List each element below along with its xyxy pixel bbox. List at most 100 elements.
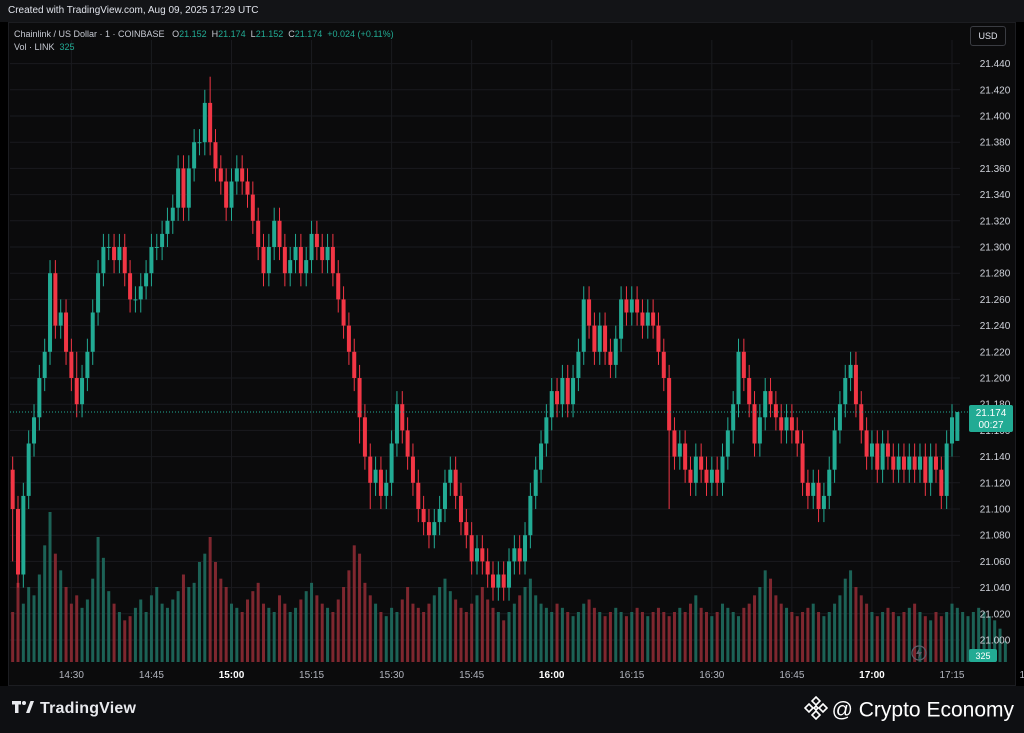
volume-bar <box>827 612 831 662</box>
candle-body <box>923 456 928 483</box>
candle-body <box>218 168 223 182</box>
candle-body <box>683 443 688 470</box>
candle-body <box>117 247 122 261</box>
candle-body <box>955 412 960 441</box>
volume-bar <box>843 578 847 662</box>
volume-bar <box>939 616 943 662</box>
candlestick-chart[interactable]: 21.440 21.420 21.400 21.380 21.360 21.340 21.3… <box>0 0 1024 686</box>
high-value: 21.174 <box>218 29 246 39</box>
volume-bar <box>977 607 981 662</box>
volume-badge-value: 325 <box>975 651 990 661</box>
candle-body <box>90 312 95 352</box>
candle-body <box>416 482 421 509</box>
currency-button[interactable]: USD <box>970 26 1006 46</box>
candle-body <box>565 378 570 405</box>
volume-bar <box>459 607 463 662</box>
replay-icon[interactable] <box>911 645 927 661</box>
volume-bar <box>240 612 244 662</box>
volume-bar <box>315 595 319 662</box>
candle-body <box>517 548 522 562</box>
volume-bar <box>993 620 997 662</box>
candle-body <box>677 443 682 457</box>
candle-body <box>949 417 954 444</box>
time-tick-label: 15:00 <box>219 670 245 681</box>
volume-bar <box>107 591 111 662</box>
low-value: 21.152 <box>255 29 284 39</box>
candle-body <box>720 456 725 483</box>
volume-bar <box>982 612 986 662</box>
volume-bar <box>715 612 719 662</box>
volume-bar <box>822 616 826 662</box>
volume-bar <box>160 603 164 662</box>
volume-bar <box>251 591 255 662</box>
volume-bar <box>817 612 821 662</box>
candle-body <box>800 443 805 483</box>
candle-body <box>458 495 463 523</box>
candle-body <box>491 574 496 588</box>
volume-bar <box>795 616 799 662</box>
candle-body <box>346 325 351 352</box>
candle-body <box>715 469 720 483</box>
candle-body <box>571 378 576 405</box>
volume-label: Vol · LINK <box>14 42 55 52</box>
candle-body <box>603 325 608 352</box>
volume-bar <box>1003 641 1007 662</box>
candle-body <box>613 338 618 365</box>
candle-body <box>21 495 26 575</box>
volume-bar <box>448 591 452 662</box>
candle-body <box>768 391 773 405</box>
volume-bar <box>774 595 778 662</box>
candle-body <box>928 456 933 483</box>
candle-body <box>336 273 341 300</box>
volume-bar <box>731 612 735 662</box>
candle-body <box>64 312 69 352</box>
candle-body <box>885 443 890 457</box>
candle-body <box>587 299 592 326</box>
candle-body <box>186 168 191 208</box>
volume-bar <box>395 612 399 662</box>
candle-body <box>426 522 431 536</box>
time-tick-label: 14:30 <box>59 670 84 681</box>
volume-bar <box>139 599 143 662</box>
volume-bar <box>262 603 266 662</box>
chart-panel <box>8 22 1016 686</box>
volume-bar <box>368 595 372 662</box>
candle-body <box>362 417 367 457</box>
candle-body <box>773 404 778 418</box>
volume-bar <box>454 599 458 662</box>
volume-bar <box>133 607 137 662</box>
volume-bar <box>112 603 116 662</box>
volume-bar <box>833 603 837 662</box>
candle-body <box>795 430 800 444</box>
candle-body <box>421 509 426 523</box>
candle-body <box>314 233 319 247</box>
price-badge: 21.174 00:27 <box>969 405 1013 432</box>
volume-bar <box>923 616 927 662</box>
time-tick-label: 15:30 <box>379 670 404 681</box>
volume-bar <box>763 570 767 662</box>
volume-bar <box>197 562 201 662</box>
candle-body <box>485 561 490 575</box>
price-axis: 21.440 21.420 21.400 21.380 21.360 21.340 21.3… <box>980 59 1011 646</box>
volume-bar <box>336 599 340 662</box>
candle-body <box>544 417 549 444</box>
volume-bar <box>929 620 933 662</box>
volume-bar <box>32 595 36 662</box>
candle-body <box>32 417 37 444</box>
volume-bar <box>187 587 191 662</box>
volume-bar <box>587 599 591 662</box>
time-tick-label: 17:15 <box>939 670 964 681</box>
candle-body <box>282 247 287 274</box>
volume-bar <box>80 607 84 662</box>
candle-body <box>330 247 335 274</box>
candle-body <box>608 351 613 365</box>
candle-body <box>309 233 314 261</box>
price-tick-label: 21.360 <box>980 164 1011 175</box>
volume-bar <box>635 607 639 662</box>
time-tick-label: 16:15 <box>619 670 644 681</box>
volume-bar <box>966 616 970 662</box>
candle-body <box>202 102 207 143</box>
legend-ohlc-row: Chainlink / US Dollar · 1 · COINBASE O21… <box>14 29 394 39</box>
candle-body <box>539 443 544 470</box>
tradingview-logo[interactable]: TradingView <box>12 700 136 718</box>
